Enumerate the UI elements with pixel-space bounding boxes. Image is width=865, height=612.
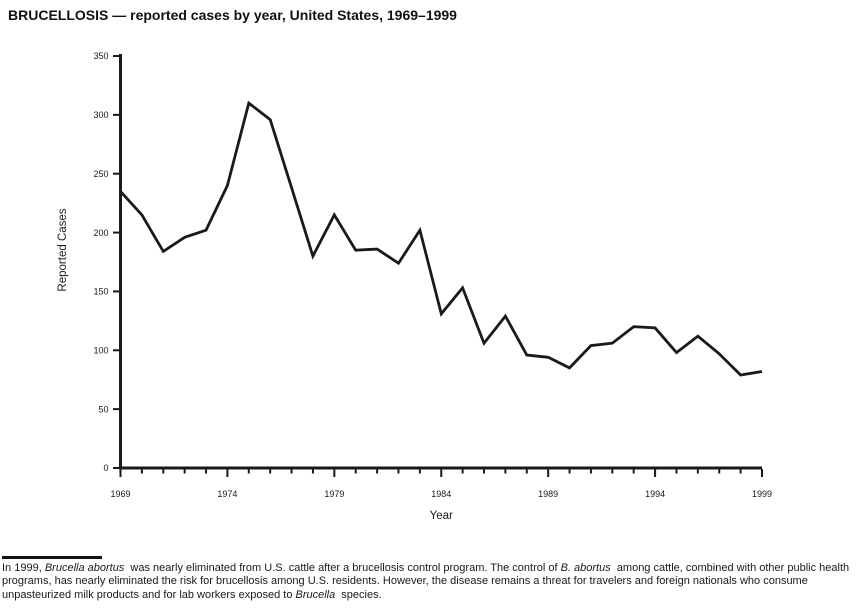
y-tick-label: 200 <box>93 228 108 238</box>
footnote-rule <box>2 556 102 559</box>
x-tick-label: 1974 <box>217 489 237 499</box>
footnote-italic-segment: Brucella <box>295 588 336 601</box>
footnote-italic-segment: B. abortus <box>560 562 611 574</box>
x-tick-label: 1969 <box>110 489 130 499</box>
y-tick-label: 300 <box>93 110 108 120</box>
footnote-segment: In 1999, <box>2 562 45 574</box>
x-tick-label: 1989 <box>538 489 558 499</box>
y-tick-label: 150 <box>93 287 108 297</box>
footnote-segment: was nearly eliminated from U.S. cattle a… <box>127 562 561 574</box>
y-tick-label: 50 <box>98 404 108 414</box>
y-tick-label: 100 <box>93 345 108 355</box>
line-chart-svg: 0 50 100 150 200 250 300 350 1969 1974 1979 1984 198… <box>57 51 772 522</box>
x-tick-label: 1979 <box>324 489 344 499</box>
y-axis-title: Reported Cases <box>57 208 69 291</box>
footnote-italic-segment: Brucella abortus <box>44 562 125 574</box>
chart-title: BRUCELLOSIS — reported cases by year, Un… <box>8 7 457 23</box>
x-tick-label: 1999 <box>752 489 772 499</box>
y-tick-label: 0 <box>103 463 108 473</box>
x-axis-title: Year <box>430 510 453 522</box>
y-tick-label: 350 <box>93 51 108 61</box>
data-series-line <box>119 100 763 377</box>
footnote-segment: among cattle, combined with other public… <box>2 562 850 601</box>
line-chart: 0 50 100 150 200 250 300 350 1969 1974 1979 1984 198… <box>57 51 772 522</box>
x-tick-label: 1994 <box>645 489 665 499</box>
footnote-text: In 1999, Brucella abortus was nearly eli… <box>2 562 862 602</box>
x-tick-label: 1984 <box>431 489 451 499</box>
footnote: In 1999, Brucella abortus was nearly eli… <box>2 556 862 602</box>
footnote-segment: species. <box>338 588 382 601</box>
y-tick-label: 250 <box>93 169 108 179</box>
